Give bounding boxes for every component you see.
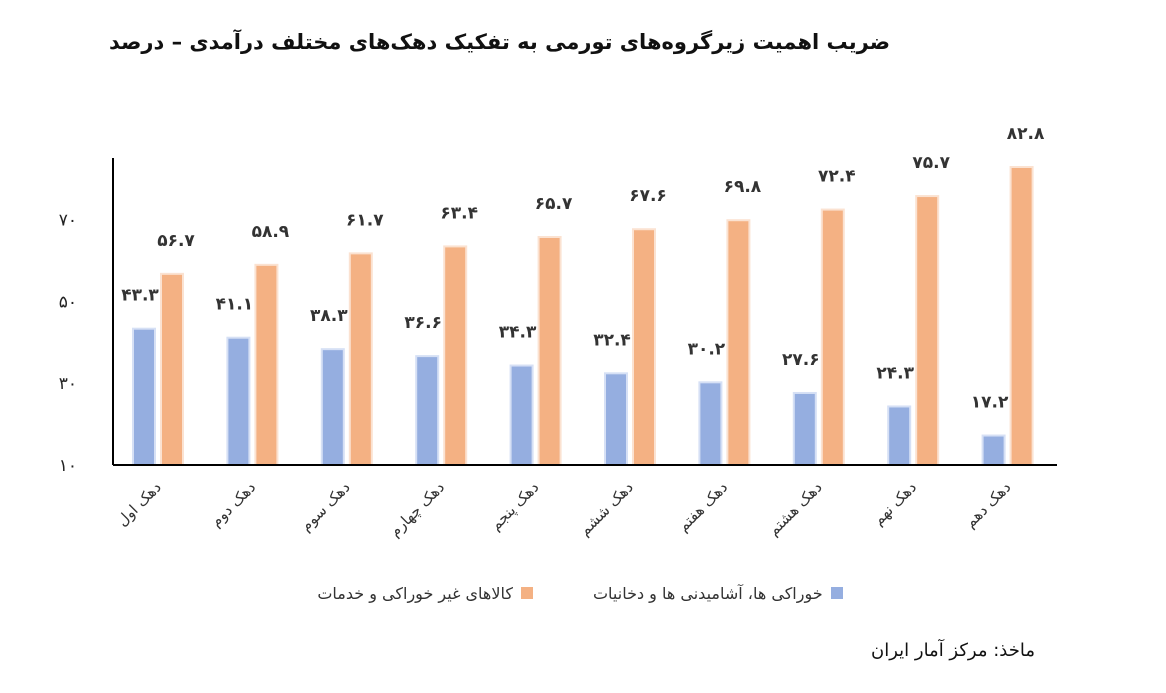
- data-label-food: ۳۲.۴: [593, 330, 631, 350]
- bar-food: [415, 355, 440, 467]
- x-tick-label: دهک پنجم: [486, 478, 543, 535]
- bar-food: [981, 434, 1006, 467]
- x-tick-label: دهک هشتم: [764, 478, 825, 539]
- x-tick-label: دهک هفتم: [674, 478, 731, 535]
- data-label-food: ۴۱.۱: [216, 295, 254, 315]
- bar-nonfood: [537, 236, 562, 466]
- bar-nonfood: [160, 272, 184, 466]
- data-label-nonfood: ۶۳.۴: [440, 203, 478, 223]
- bar-food: [132, 327, 156, 466]
- data-label-food: ۴۳.۳: [121, 286, 159, 306]
- bar-food: [509, 364, 534, 467]
- x-tick-label: دهک اول: [113, 478, 165, 530]
- bar-food: [226, 336, 251, 466]
- x-tick-label: دهک چهارم: [386, 478, 448, 540]
- data-label-nonfood: ۶۱.۷: [346, 210, 384, 230]
- x-tick-label: دهک ششم: [576, 478, 637, 539]
- source-note: ماخذ: مرکز آمار ایران: [871, 640, 1035, 661]
- data-label-food: ۲۴.۳: [876, 363, 914, 383]
- legend-label-food: خوراکی ها، آشامیدنی ها و دخانیات: [592, 583, 823, 603]
- chart-legend: خوراکی ها، آشامیدنی ها و دخانیات کالاهای…: [240, 578, 920, 608]
- legend-swatch-nonfood: [520, 587, 533, 599]
- data-label-nonfood: ۷۵.۷: [912, 153, 950, 173]
- y-tick-label: ۷۰: [59, 210, 77, 230]
- data-label-nonfood: ۷۲.۴: [818, 167, 856, 187]
- data-label-nonfood: ۶۵.۷: [535, 194, 573, 214]
- legend-swatch-food: [830, 587, 843, 599]
- data-label-nonfood: ۶۹.۸: [724, 177, 762, 197]
- bar-food: [320, 348, 345, 466]
- bar-nonfood: [632, 228, 656, 466]
- legend-item-food: خوراکی ها، آشامیدنی ها و دخانیات: [593, 578, 843, 608]
- bar-food: [604, 372, 628, 466]
- legend-item-nonfood: کالاهای غیر خوراکی و خدمات: [317, 578, 533, 608]
- data-label-food: ۳۰.۲: [688, 339, 726, 359]
- bar-nonfood: [820, 208, 845, 466]
- bar-food: [887, 405, 912, 466]
- data-label-food: ۳۸.۳: [310, 306, 348, 326]
- data-label-nonfood: ۶۷.۶: [629, 186, 667, 206]
- bar-nonfood: [443, 245, 468, 466]
- data-label-food: ۱۷.۲: [971, 393, 1009, 413]
- x-tick-label: دهک نهم: [869, 478, 920, 529]
- bar-nonfood: [254, 263, 279, 466]
- data-label-food: ۲۷.۶: [782, 350, 820, 370]
- data-label-nonfood: ۵۶.۷: [157, 231, 195, 251]
- data-label-nonfood: ۸۲.۸: [1007, 124, 1045, 144]
- x-tick-label: دهک دوم: [207, 478, 259, 530]
- y-tick-label: ۱۰: [59, 456, 77, 476]
- bar-food: [698, 381, 723, 466]
- data-label-food: ۳۶.۶: [404, 313, 442, 333]
- bar-food: [792, 391, 817, 466]
- bar-nonfood: [915, 195, 940, 466]
- y-tick-label: ۳۰: [59, 374, 77, 394]
- bar-nonfood: [1009, 166, 1034, 466]
- y-tick-label: ۵۰: [59, 292, 77, 312]
- x-tick-label: دهک سوم: [297, 478, 354, 535]
- bar-nonfood: [348, 252, 373, 466]
- data-label-food: ۳۴.۳: [499, 323, 537, 343]
- data-label-nonfood: ۵۸.۹: [252, 222, 290, 242]
- x-tick-label: دهک دهم: [961, 478, 1014, 531]
- legend-label-nonfood: کالاهای غیر خوراکی و خدمات: [317, 583, 513, 603]
- bar-nonfood: [726, 219, 751, 466]
- chart-title: ضریب اهمیت زیرگروه‌های تورمی به تفکیک ده…: [108, 30, 890, 54]
